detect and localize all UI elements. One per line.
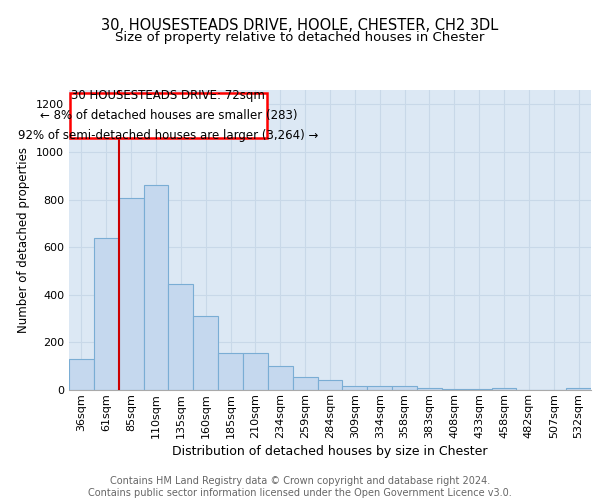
Bar bbox=[70, 93, 266, 138]
Bar bbox=[367, 386, 392, 390]
Bar bbox=[143, 185, 169, 390]
Text: 30 HOUSESTEADS DRIVE: 72sqm
← 8% of detached houses are smaller (283)
92% of sem: 30 HOUSESTEADS DRIVE: 72sqm ← 8% of deta… bbox=[18, 88, 319, 142]
X-axis label: Distribution of detached houses by size in Chester: Distribution of detached houses by size … bbox=[172, 445, 488, 458]
Bar bbox=[566, 388, 591, 390]
Text: Contains HM Land Registry data © Crown copyright and database right 2024.
Contai: Contains HM Land Registry data © Crown c… bbox=[88, 476, 512, 498]
Bar bbox=[392, 386, 417, 390]
Text: Size of property relative to detached houses in Chester: Size of property relative to detached ho… bbox=[115, 31, 485, 44]
Bar bbox=[442, 389, 467, 390]
Bar bbox=[343, 386, 367, 390]
Bar bbox=[193, 316, 218, 390]
Bar bbox=[69, 359, 94, 390]
Bar bbox=[417, 388, 442, 390]
Bar bbox=[293, 378, 317, 390]
Bar bbox=[317, 380, 343, 390]
Bar bbox=[94, 238, 119, 390]
Bar bbox=[169, 284, 193, 390]
Bar bbox=[268, 366, 293, 390]
Bar bbox=[491, 388, 517, 390]
Y-axis label: Number of detached properties: Number of detached properties bbox=[17, 147, 31, 333]
Bar bbox=[218, 352, 243, 390]
Bar bbox=[119, 198, 143, 390]
Text: 30, HOUSESTEADS DRIVE, HOOLE, CHESTER, CH2 3DL: 30, HOUSESTEADS DRIVE, HOOLE, CHESTER, C… bbox=[101, 18, 499, 32]
Bar bbox=[243, 352, 268, 390]
Bar bbox=[467, 389, 491, 390]
